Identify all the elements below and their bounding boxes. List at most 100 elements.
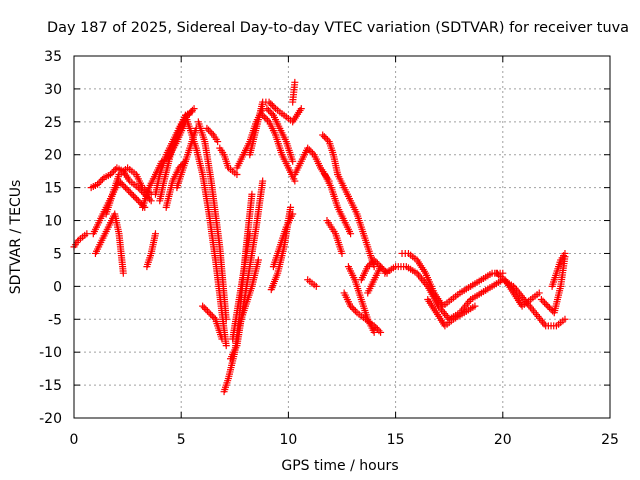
data-point (203, 124, 211, 132)
data-point (370, 328, 378, 336)
data-point-interp (95, 179, 103, 187)
axis-ticks (73, 55, 611, 419)
data-point-interp (375, 327, 383, 335)
x-tick-label: 20 (494, 432, 512, 448)
data-point-interp (108, 169, 116, 177)
y-tick-label: -5 (48, 312, 62, 328)
data-point-interp (365, 261, 373, 269)
data-point-interp (324, 136, 332, 144)
data-point-interp (131, 194, 139, 202)
data-point (377, 328, 385, 336)
data-point-interp (133, 195, 141, 203)
data-point-interp (373, 259, 381, 267)
y-tick-label: -15 (39, 378, 62, 394)
chart-title: Day 187 of 2025, Sidereal Day-to-day VTE… (47, 20, 629, 36)
data-point (205, 309, 213, 317)
data-point-interp (322, 134, 330, 142)
data-point-interp (320, 133, 328, 141)
data-point (83, 230, 91, 238)
x-tick-label: 15 (387, 432, 405, 448)
data-point-interp (266, 108, 274, 116)
grid-lines (74, 56, 610, 418)
data-point (289, 210, 297, 218)
y-tick-label: 30 (44, 82, 62, 98)
y-tick-label: 35 (44, 49, 62, 65)
x-axis-tick-labels: 0 5 10 15 20 25 (70, 432, 619, 448)
data-point-interp (110, 167, 118, 175)
data-point-interp (367, 259, 375, 267)
data-point-interp (97, 177, 105, 185)
data-point (94, 180, 102, 188)
data-point-interp (268, 101, 276, 109)
data-point-interp (263, 116, 271, 124)
y-tick-label: 0 (53, 279, 62, 295)
data-point-interp (123, 185, 131, 193)
y-tick-label: 5 (53, 246, 62, 262)
data-point-interp (208, 312, 216, 320)
y-tick-label: -10 (39, 345, 62, 361)
data-point (265, 98, 273, 106)
data-point-interp (541, 299, 549, 307)
data-point (338, 249, 346, 257)
data-point-interp (98, 175, 106, 183)
data-point (347, 302, 355, 310)
data-point-interp (202, 305, 210, 313)
data-point (312, 282, 320, 290)
data-point (537, 296, 545, 304)
plot-frame (73, 55, 611, 419)
data-point-interp (268, 110, 276, 118)
data-point-interp (373, 325, 381, 333)
data-point-interp (120, 182, 128, 190)
data-point (364, 263, 372, 271)
data-point (190, 105, 198, 113)
data-point (218, 335, 226, 343)
data-point (561, 249, 569, 257)
data-point (535, 289, 543, 297)
x-axis-label: GPS time / hours (281, 458, 398, 474)
y-tick-label: 20 (44, 148, 62, 164)
data-point-interp (118, 180, 126, 188)
data-point-interp (350, 305, 358, 313)
data-point (214, 138, 222, 146)
data-point (119, 269, 127, 277)
x-tick-label: 25 (601, 432, 619, 448)
data-point-interp (547, 305, 555, 313)
y-axis-label: SDTVAR / TECUs (8, 180, 24, 295)
data-point (370, 263, 378, 271)
data-point-interp (205, 126, 213, 134)
data-point (297, 105, 305, 113)
y-axis-tick-labels: -20 -15 -10 -5 0 5 10 15 20 25 30 35 (39, 49, 62, 427)
data-point (254, 256, 262, 264)
data-point (319, 131, 327, 139)
data-point-interp (208, 129, 216, 137)
data-point-interp (210, 314, 218, 322)
data-point-interp (260, 113, 268, 121)
data-point (147, 197, 155, 205)
data-point-interp (309, 149, 317, 157)
data-point-interp (267, 100, 275, 108)
data-point (544, 302, 552, 310)
data-point (151, 230, 159, 238)
data-point (377, 263, 385, 271)
data-point-interp (539, 297, 547, 305)
data-point (248, 190, 256, 198)
data-point-interp (207, 310, 215, 318)
y-tick-label: 25 (44, 115, 62, 131)
data-point-interp (542, 300, 550, 308)
x-tick-label: 0 (70, 432, 79, 448)
data-point (106, 170, 114, 178)
data-point-interp (188, 106, 196, 114)
data-point-interp (206, 128, 214, 136)
data-point (259, 177, 267, 185)
data-point (347, 230, 355, 238)
data-point-interp (200, 304, 208, 312)
data-point (287, 203, 295, 211)
data-point (291, 78, 299, 86)
data-point (263, 105, 271, 113)
data-point (222, 342, 230, 350)
data-point-interp (126, 189, 134, 197)
data-point (222, 315, 230, 323)
data-point (128, 190, 136, 198)
data-point (246, 230, 254, 238)
data-point-interp (203, 307, 211, 315)
